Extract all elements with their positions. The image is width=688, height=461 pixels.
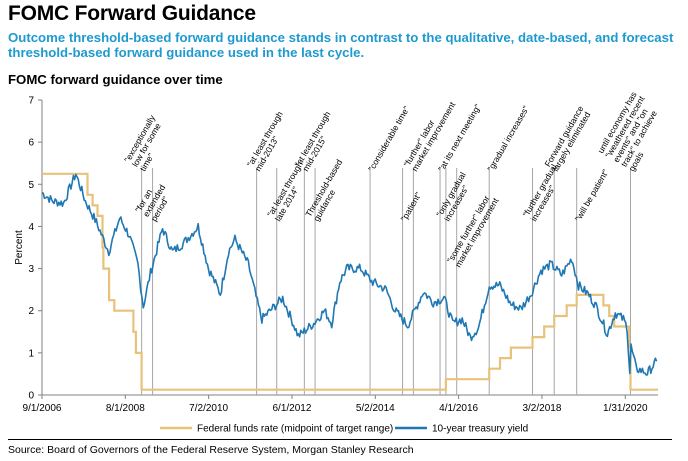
y-tick-label: 1	[28, 348, 34, 359]
legend-label-treasury: 10-year treasury yield	[432, 424, 528, 435]
y-tick-label: 6	[28, 138, 34, 149]
y-tick-label: 7	[28, 96, 34, 107]
x-tick-label: 3/2/2018	[522, 403, 561, 414]
series-fed-funds-rate	[42, 172, 658, 391]
y-tick-label: 0	[28, 391, 34, 402]
page-title: FOMC Forward Guidance	[8, 2, 256, 25]
page-subtitle: Outcome threshold-based forward guidance…	[8, 30, 674, 60]
chart-axes: 0 1 2 3 4 5 6 7 Percent 9/1/2006 8/1/2008 7/2/2010 6…	[14, 96, 658, 414]
source-divider	[8, 439, 672, 440]
svg-text:Forward guidancelargely elimin: Forward guidancelargely eliminated	[542, 104, 593, 173]
event-label: "for anextendedperiod"	[133, 178, 175, 223]
x-tick-label: 6/1/2012	[273, 403, 312, 414]
svg-text:"further gradualincreases": "further gradualincreases"	[521, 162, 567, 223]
source-note: Source: Board of Governors of the Federa…	[8, 444, 414, 456]
event-label: "further gradualincreases"	[521, 162, 567, 223]
x-tick-label: 1/31/2020	[603, 403, 648, 414]
event-label: Forward guidancelargely eliminated	[542, 104, 593, 173]
svg-text:"exceptionallylow for sometime: "exceptionallylow for sometime"	[122, 113, 173, 173]
x-tick-label: 8/1/2008	[106, 403, 145, 414]
y-axis-label: Percent	[14, 230, 25, 265]
y-tick-label: 2	[28, 306, 34, 317]
y-tick-label: 4	[28, 222, 34, 233]
legend-label-fed-funds: Federal funds rate (midpoint of target r…	[197, 424, 393, 435]
x-tick-label: 4/1/2016	[439, 403, 478, 414]
event-label: until economy has"weathered recentevents…	[595, 89, 670, 173]
x-tick-label: 9/1/2006	[23, 403, 62, 414]
chart-title: FOMC forward guidance over time	[8, 72, 223, 87]
x-tick-label: 7/2/2010	[189, 403, 228, 414]
svg-text:"for anextendedperiod": "for anextendedperiod"	[133, 178, 175, 223]
event-label: "exceptionallylow for sometime"	[122, 113, 173, 173]
chart-series	[41, 172, 658, 391]
svg-text:"gradual increases": "gradual increases"	[485, 104, 531, 173]
y-tick-label: 3	[28, 264, 34, 275]
chart-legend: Federal funds rate (midpoint of target r…	[160, 424, 528, 435]
y-tick-label: 5	[28, 180, 34, 191]
event-label: "gradual increases"	[485, 104, 531, 173]
svg-text:until economy has"weathered re: until economy has"weathered recentevents…	[595, 89, 670, 173]
event-annotations: "exceptionallylow for sometime" "for anex…	[122, 89, 670, 269]
svg-text:"will be patient": "will be patient"	[573, 168, 611, 223]
event-label: "will be patient"	[573, 168, 611, 223]
series-10-year-treasury-yield	[41, 173, 658, 376]
svg-text:"at least throughmid-2013": "at least throughmid-2013"	[245, 109, 293, 173]
event-label: "at least throughmid-2013"	[245, 109, 293, 173]
x-tick-label: 5/2/2014	[356, 403, 395, 414]
